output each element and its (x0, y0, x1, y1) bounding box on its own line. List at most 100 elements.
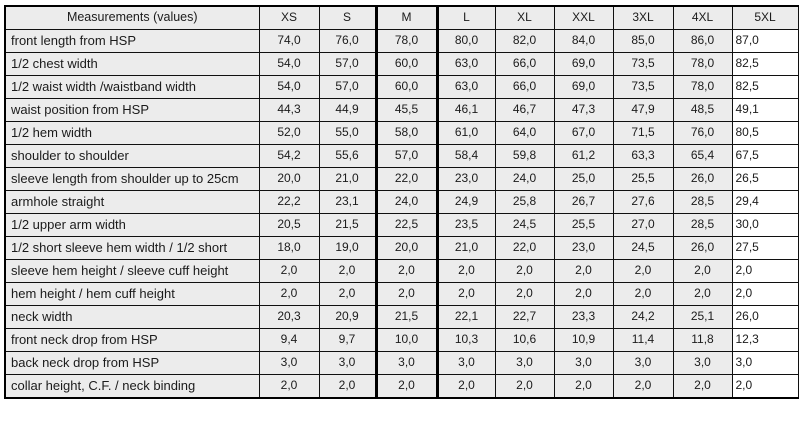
value-cell: 22,0 (374, 167, 439, 191)
value-cell: 65,4 (672, 144, 733, 168)
value-cell: 84,0 (553, 29, 614, 53)
value-cell: 47,3 (553, 98, 614, 122)
value-cell: 3,0 (612, 351, 674, 375)
value-cell: 82,5 (731, 52, 799, 76)
value-cell: 86,0 (672, 29, 733, 53)
value-cell: 78,0 (374, 29, 439, 53)
value-cell: 55,0 (318, 121, 377, 145)
value-cell: 48,5 (672, 98, 733, 122)
value-cell: 26,0 (672, 236, 733, 260)
value-cell: 9,7 (318, 328, 377, 352)
value-cell: 25,8 (494, 190, 555, 214)
table-row: sleeve hem height / sleeve cuff height 2,… (4, 259, 799, 283)
table-row: 1/2 chest width 54,0 57,0 60,0 63,0 66,0 69,0 7… (4, 52, 799, 76)
value-cell: 74,0 (258, 29, 320, 53)
value-cell: 26,0 (731, 305, 799, 329)
value-cell: 23,5 (436, 213, 496, 237)
value-cell: 3,0 (436, 351, 496, 375)
table-row: 1/2 hem width 52,0 55,0 58,0 61,0 64,0 67,0 71,… (4, 121, 799, 145)
value-cell: 24,5 (612, 236, 674, 260)
row-label-cell: neck width (4, 305, 260, 329)
table-row: front length from HSP 74,0 76,0 78,0 80,0 82,… (4, 29, 799, 53)
value-cell: 27,0 (612, 213, 674, 237)
value-cell: 44,3 (258, 98, 320, 122)
value-cell: 3,0 (494, 351, 555, 375)
row-label-cell: shoulder to shoulder (4, 144, 260, 168)
value-cell: 26,7 (553, 190, 614, 214)
table-row: 1/2 short sleeve hem width / 1/2 short 18… (4, 236, 799, 260)
size-header-cell-xl: XL (494, 5, 555, 30)
value-cell: 10,6 (494, 328, 555, 352)
row-label-cell: front length from HSP (4, 29, 260, 53)
value-cell: 80,0 (436, 29, 496, 53)
table-row: waist position from HSP 44,3 44,9 45,5 46,1 4… (4, 98, 799, 122)
value-cell: 63,3 (612, 144, 674, 168)
row-label-cell: waist position from HSP (4, 98, 260, 122)
size-chart-table: Measurements (values) XS S M L XL XXL 3XL 4XL 5X… (4, 5, 799, 399)
value-cell: 2,0 (374, 374, 439, 399)
row-label-cell: 1/2 chest width (4, 52, 260, 76)
value-cell: 47,9 (612, 98, 674, 122)
value-cell: 2,0 (672, 374, 733, 399)
value-cell: 28,5 (672, 213, 733, 237)
value-cell: 2,0 (258, 374, 320, 399)
value-cell: 23,1 (318, 190, 377, 214)
value-cell: 26,0 (672, 167, 733, 191)
table-row: sleeve length from shoulder up to 25cm 20… (4, 167, 799, 191)
table-row: collar height, C.F. / neck binding 2,0 2,0… (4, 374, 799, 399)
value-cell: 24,0 (494, 167, 555, 191)
value-cell: 21,5 (374, 305, 439, 329)
size-header-cell-5xl: 5XL (731, 5, 799, 30)
value-cell: 2,0 (374, 282, 439, 306)
value-cell: 76,0 (318, 29, 377, 53)
value-cell: 2,0 (436, 259, 496, 283)
size-header-cell-xxl: XXL (553, 5, 614, 30)
value-cell: 2,0 (731, 374, 799, 399)
size-chart-body: front length from HSP 74,0 76,0 78,0 80,0 82,… (4, 29, 799, 399)
value-cell: 28,5 (672, 190, 733, 214)
value-cell: 20,3 (258, 305, 320, 329)
value-cell: 2,0 (612, 282, 674, 306)
row-label-cell: sleeve length from shoulder up to 25cm (4, 167, 260, 191)
value-cell: 46,1 (436, 98, 496, 122)
value-cell: 2,0 (318, 282, 377, 306)
value-cell: 61,0 (436, 121, 496, 145)
table-row: 1/2 waist width /waistband width 54,0 57,0… (4, 75, 799, 99)
value-cell: 63,0 (436, 75, 496, 99)
header-row: Measurements (values) XS S M L XL XXL 3XL 4XL 5X… (4, 5, 799, 30)
value-cell: 61,2 (553, 144, 614, 168)
value-cell: 25,5 (612, 167, 674, 191)
value-cell: 78,0 (672, 52, 733, 76)
row-label-cell: sleeve hem height / sleeve cuff height (4, 259, 260, 283)
size-header-cell-3xl: 3XL (612, 5, 674, 30)
value-cell: 45,5 (374, 98, 439, 122)
value-cell: 27,5 (731, 236, 799, 260)
value-cell: 67,0 (553, 121, 614, 145)
value-cell: 55,6 (318, 144, 377, 168)
value-cell: 64,0 (494, 121, 555, 145)
value-cell: 57,0 (374, 144, 439, 168)
value-cell: 73,5 (612, 52, 674, 76)
value-cell: 54,0 (258, 52, 320, 76)
value-cell: 66,0 (494, 52, 555, 76)
value-cell: 10,0 (374, 328, 439, 352)
value-cell: 24,0 (374, 190, 439, 214)
value-cell: 44,9 (318, 98, 377, 122)
value-cell: 82,0 (494, 29, 555, 53)
value-cell: 20,5 (258, 213, 320, 237)
table-row: hem height / hem cuff height 2,0 2,0 2,0 2,0… (4, 282, 799, 306)
value-cell: 82,5 (731, 75, 799, 99)
value-cell: 73,5 (612, 75, 674, 99)
value-cell: 2,0 (258, 282, 320, 306)
value-cell: 63,0 (436, 52, 496, 76)
value-cell: 59,8 (494, 144, 555, 168)
row-label-cell: collar height, C.F. / neck binding (4, 374, 260, 399)
value-cell: 22,1 (436, 305, 496, 329)
row-label-cell: front neck drop from HSP (4, 328, 260, 352)
value-cell: 2,0 (494, 282, 555, 306)
value-cell: 24,9 (436, 190, 496, 214)
value-cell: 58,0 (374, 121, 439, 145)
value-cell: 2,0 (318, 259, 377, 283)
value-cell: 20,0 (374, 236, 439, 260)
value-cell: 3,0 (374, 351, 439, 375)
